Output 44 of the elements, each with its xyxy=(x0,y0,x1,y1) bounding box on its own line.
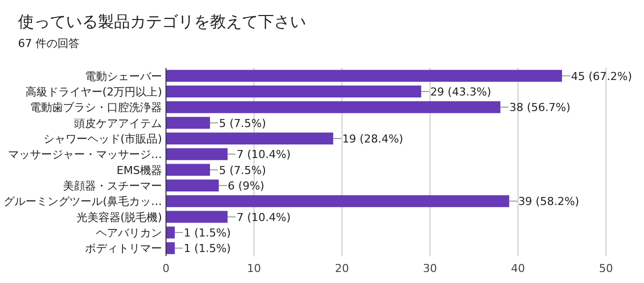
data-label: 1 (1.5%) xyxy=(184,242,231,256)
y-tick-label: EMS機器 xyxy=(116,164,162,177)
bar xyxy=(166,101,500,114)
x-tick-label: 30 xyxy=(423,262,437,275)
y-tick-label: シャワーヘッド(市販品) xyxy=(43,132,162,146)
y-tick-label: 美顔器・スチーマー xyxy=(63,180,162,192)
bar xyxy=(166,210,228,223)
bar xyxy=(166,195,510,208)
x-tick-label: 20 xyxy=(335,262,349,275)
y-tick-label: 高級ドライヤー(2万円以上) xyxy=(25,86,162,98)
bar xyxy=(166,86,422,98)
x-tick-label: 40 xyxy=(511,262,525,275)
data-label: 5 (7.5%) xyxy=(219,116,266,130)
y-tick-label: 光美容器(脱毛機) xyxy=(76,210,162,224)
data-label: 6 (9%) xyxy=(228,180,264,192)
data-label: 29 (43.3%) xyxy=(430,86,492,98)
bar xyxy=(166,132,334,144)
y-tick-label: グルーミングツール(鼻毛カッ… xyxy=(4,195,162,208)
bar xyxy=(166,148,228,160)
y-tick-label: マッサージャー・マッサージ… xyxy=(8,148,162,162)
bar xyxy=(166,70,562,82)
y-tick-label: 電動シェーバー xyxy=(85,70,162,83)
y-tick-label: 電動歯ブラシ・口腔洗浄器 xyxy=(30,101,162,114)
y-tick-label: ヘアバリカン xyxy=(96,226,162,240)
data-label: 7 (10.4%) xyxy=(236,210,291,224)
bar xyxy=(166,242,175,254)
bar xyxy=(166,116,210,129)
text: 67 件の回答 xyxy=(18,37,80,50)
data-label: 45 (67.2%) xyxy=(571,70,632,83)
bar xyxy=(166,164,210,176)
data-label: 5 (7.5%) xyxy=(219,164,266,177)
x-tick-label: 50 xyxy=(599,262,613,275)
x-tick-label: 10 xyxy=(247,262,261,275)
bar xyxy=(166,226,175,238)
data-label: 39 (58.2%) xyxy=(518,195,580,208)
data-label: 7 (10.4%) xyxy=(236,148,291,162)
chart-title: 使っている製品カテゴリを教えて下さい xyxy=(18,12,306,31)
data-label: 19 (28.4%) xyxy=(342,132,404,146)
data-label: 1 (1.5%) xyxy=(184,226,231,240)
bar xyxy=(166,180,219,192)
data-label: 38 (56.7%) xyxy=(509,101,570,114)
y-tick-label: ボディトリマー xyxy=(85,242,162,256)
y-tick-label: 頭皮ケアアイテム xyxy=(74,116,162,130)
x-tick-label: 0 xyxy=(162,262,170,275)
